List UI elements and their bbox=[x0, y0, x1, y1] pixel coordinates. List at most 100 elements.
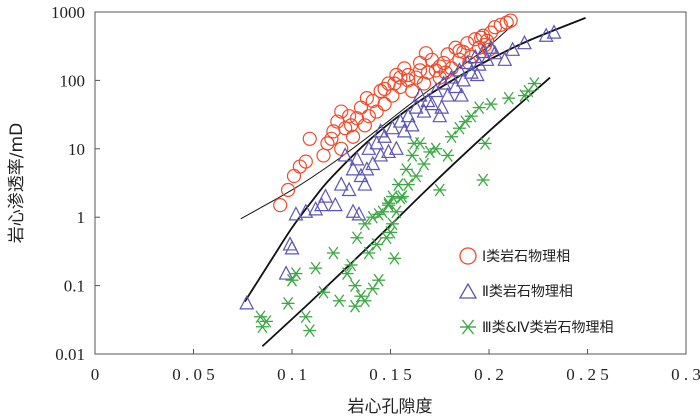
data-point-series-1 bbox=[436, 55, 451, 71]
data-point-series-2 bbox=[451, 62, 467, 77]
data-point-series-3 bbox=[289, 267, 303, 280]
data-point-series-3 bbox=[385, 217, 399, 231]
x-tick-label: 0 bbox=[91, 365, 100, 384]
data-point-series-1 bbox=[440, 47, 455, 62]
data-point-series-1 bbox=[324, 131, 339, 146]
data-point-series-2 bbox=[345, 203, 361, 218]
data-point-series-1 bbox=[342, 109, 357, 124]
data-point-series-3 bbox=[429, 142, 443, 156]
data-point-series-1 bbox=[412, 63, 428, 78]
x-tick-label: 0 . 1 5 bbox=[369, 365, 412, 384]
data-point-series-2 bbox=[278, 265, 294, 280]
data-point-series-1 bbox=[345, 129, 361, 144]
legend-label-series-3: Ⅲ类&Ⅳ类岩石物理相 bbox=[482, 320, 614, 336]
data-point-series-3 bbox=[332, 294, 346, 308]
data-point-series-2 bbox=[467, 48, 483, 64]
data-point-series-3 bbox=[382, 198, 396, 212]
x-tick-label: 0 . 3 bbox=[671, 365, 700, 384]
data-point-series-2 bbox=[357, 176, 373, 191]
data-point-series-2 bbox=[428, 82, 444, 98]
data-point-series-2 bbox=[284, 240, 300, 255]
data-point-series-3 bbox=[433, 183, 447, 197]
data-point-series-3 bbox=[348, 279, 362, 292]
data-point-series-2 bbox=[365, 155, 381, 171]
y-tick-label: 1 bbox=[77, 208, 86, 227]
data-point-series-2 bbox=[239, 295, 255, 310]
data-point-series-3 bbox=[317, 285, 331, 299]
data-point-series-3 bbox=[309, 261, 323, 275]
data-point-series-3 bbox=[458, 115, 472, 128]
data-point-series-1 bbox=[401, 67, 416, 83]
y-tick-label: 0.1 bbox=[64, 277, 85, 296]
data-point-series-3 bbox=[389, 205, 403, 219]
data-point-series-2 bbox=[440, 87, 456, 102]
data-point-series-2 bbox=[444, 69, 460, 84]
data-point-series-2 bbox=[392, 113, 408, 128]
data-point-series-2 bbox=[337, 147, 353, 162]
data-point-series-2 bbox=[546, 24, 562, 39]
data-point-series-3 bbox=[407, 136, 421, 150]
data-point-series-3 bbox=[372, 273, 386, 287]
data-point-series-2 bbox=[469, 66, 485, 82]
data-point-series-2 bbox=[471, 56, 487, 71]
data-point-series-1 bbox=[420, 65, 436, 80]
data-point-series-2 bbox=[408, 99, 424, 114]
data-point-series-1 bbox=[474, 30, 489, 45]
y-tick-label: 100 bbox=[60, 71, 86, 90]
data-point-series-3 bbox=[441, 149, 455, 162]
data-point-series-2 bbox=[455, 72, 471, 87]
data-point-series-3 bbox=[387, 251, 401, 265]
trend-line-3 bbox=[261, 76, 551, 347]
data-point-series-3 bbox=[362, 246, 376, 260]
data-point-series-1 bbox=[387, 76, 402, 91]
data-point-series-2 bbox=[487, 44, 503, 60]
data-point-series-1 bbox=[357, 118, 372, 133]
data-point-series-3 bbox=[476, 173, 490, 187]
data-point-series-3 bbox=[372, 207, 386, 221]
data-point-series-1 bbox=[418, 46, 434, 61]
data-point-series-1 bbox=[286, 168, 302, 184]
data-point-series-1 bbox=[503, 13, 518, 28]
data-point-series-1 bbox=[280, 182, 296, 198]
data-point-series-2 bbox=[345, 161, 361, 176]
data-point-series-3 bbox=[399, 163, 413, 176]
data-point-series-1 bbox=[298, 154, 313, 169]
data-point-series-3 bbox=[405, 149, 419, 162]
data-point-series-2 bbox=[361, 140, 377, 155]
x-tick-label: 0 . 1 bbox=[277, 365, 307, 384]
data-point-series-3 bbox=[348, 299, 362, 313]
legend-marker-series-3 bbox=[460, 319, 476, 335]
data-point-series-2 bbox=[475, 43, 491, 59]
data-point-series-2 bbox=[341, 181, 357, 197]
data-point-series-2 bbox=[318, 188, 333, 203]
data-point-series-3 bbox=[417, 157, 431, 171]
legend-marker-series-2 bbox=[458, 282, 478, 299]
data-point-series-3 bbox=[478, 136, 492, 150]
legend: Ⅰ类岩石物理相 Ⅱ类岩石物理相 Ⅲ类&Ⅳ类岩石物理相 bbox=[458, 247, 614, 336]
data-point-series-2 bbox=[516, 34, 532, 50]
data-point-series-2 bbox=[432, 107, 448, 123]
data-point-series-3 bbox=[384, 225, 397, 239]
data-point-series-3 bbox=[350, 231, 364, 245]
data-point-series-2 bbox=[497, 51, 513, 66]
legend-label-series-1: Ⅰ类岩石物理相 bbox=[482, 249, 570, 265]
legend-label-series-2: Ⅱ类岩石物理相 bbox=[482, 284, 573, 300]
data-point-series-2 bbox=[298, 203, 314, 218]
data-point-series-1 bbox=[460, 36, 475, 51]
data-point-series-1 bbox=[353, 100, 369, 115]
data-point-series-3 bbox=[370, 238, 384, 251]
data-point-series-3 bbox=[358, 217, 372, 231]
data-point-series-1 bbox=[475, 28, 491, 43]
data-point-series-1 bbox=[273, 198, 288, 213]
data-point-series-2 bbox=[373, 123, 389, 138]
data-point-series-1 bbox=[389, 67, 404, 83]
data-point-series-2 bbox=[333, 176, 349, 191]
data-point-series-3 bbox=[303, 324, 317, 337]
data-point-series-2 bbox=[412, 87, 428, 102]
data-point-series-1 bbox=[493, 17, 508, 32]
data-point-series-2 bbox=[288, 206, 304, 221]
plot-frame bbox=[94, 11, 687, 355]
data-point-series-3 bbox=[358, 294, 372, 308]
data-point-series-1 bbox=[401, 73, 416, 88]
data-point-series-2 bbox=[424, 95, 440, 111]
